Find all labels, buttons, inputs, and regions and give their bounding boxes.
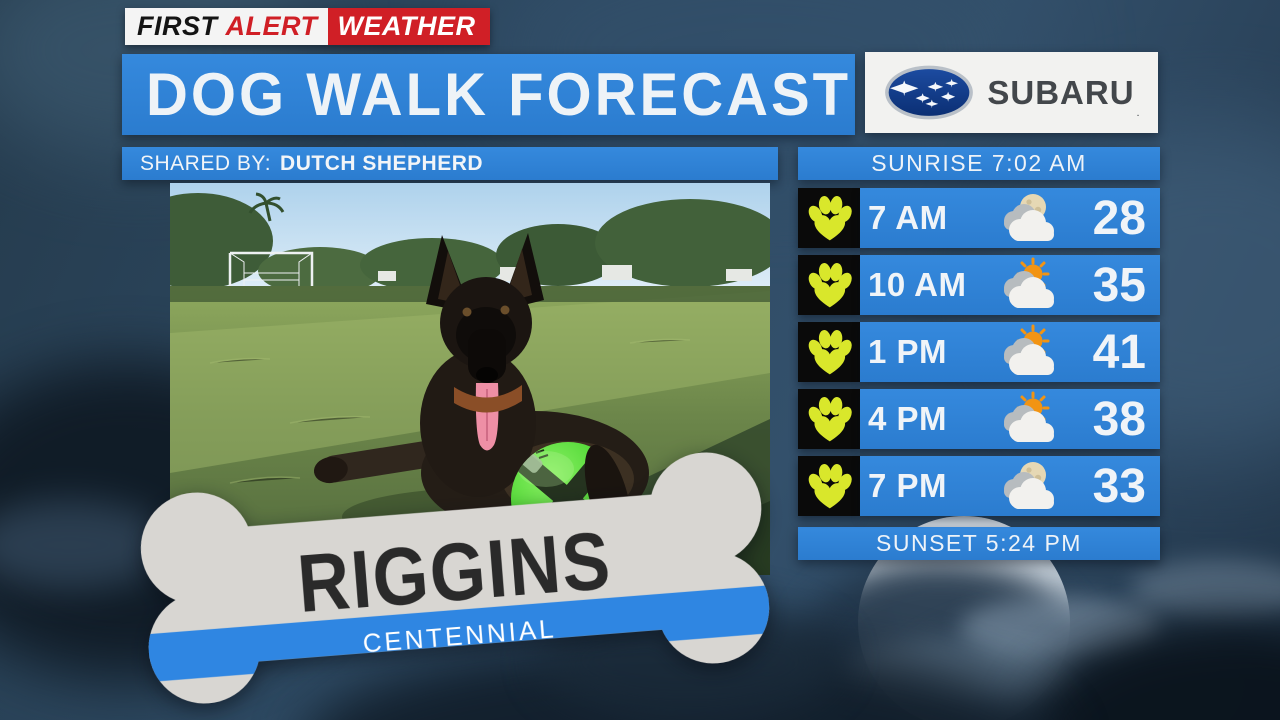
forecast-temp: 35	[1092, 258, 1146, 312]
paw-icon	[798, 255, 860, 315]
forecast-row: 1 PM 41	[798, 322, 1160, 382]
paw-icon	[798, 188, 860, 248]
forecast-time: 1 PM	[868, 333, 948, 370]
sponsor-name: SUBARU	[987, 73, 1135, 111]
first-alert-weather-logo: FIRST ALERT WEATHER	[125, 8, 490, 45]
cloudy-moon-icon	[982, 459, 1066, 513]
page-title: DOG WALK FORECAST	[146, 60, 852, 129]
dog-collar	[454, 385, 522, 413]
forecast-row: 4 PM 38	[798, 389, 1160, 449]
subaru-stars-oval-icon	[885, 65, 974, 120]
forecast-time: 4 PM	[868, 400, 948, 437]
forecast-row-band: 10 AM 35	[860, 255, 1160, 315]
shared-by-label: SHARED BY:	[140, 151, 272, 175]
bone-location-band	[136, 583, 774, 685]
forecast-row-band: 4 PM 38	[860, 389, 1160, 449]
partly-sunny-icon	[982, 324, 1066, 379]
tree-line	[170, 192, 770, 295]
cloudy-moon-icon	[982, 191, 1066, 245]
forecast-row-band: 1 PM 41	[860, 322, 1160, 382]
forecast-row: 10 AM 35	[798, 255, 1160, 315]
partly-sunny-icon	[982, 257, 1066, 312]
sunset-bar: SUNSET 5:24 PM	[798, 527, 1160, 560]
houses	[378, 265, 752, 281]
paw-icon	[798, 322, 860, 382]
logo-left-segment: FIRST ALERT	[125, 8, 328, 45]
sunrise-text: SUNRISE 7:02 AM	[871, 150, 1087, 176]
forecast-list: 7 AM 28 10 AM 35 1 PM 41 4 PM	[798, 188, 1160, 516]
sunrise-bar: SUNRISE 7:02 AM	[798, 147, 1160, 180]
paw-icon	[798, 456, 860, 516]
shared-by-bar: SHARED BY: DUTCH SHEPHERD	[122, 147, 778, 180]
forecast-time: 7 AM	[868, 199, 948, 236]
logo-alert: ALERT	[225, 11, 318, 41]
logo-right-segment: WEATHER	[327, 8, 490, 45]
forecast-temp: 41	[1092, 325, 1146, 379]
forecast-row: 7 AM 28	[798, 188, 1160, 248]
logo-first: FIRST	[137, 11, 218, 41]
forecast-row-band: 7 AM 28	[860, 188, 1160, 248]
paw-icon	[798, 389, 860, 449]
logo-weather: WEATHER	[337, 11, 476, 41]
sponsor-box: SUBARU .	[865, 52, 1158, 133]
forecast-temp: 33	[1092, 459, 1146, 513]
sunset-text: SUNSET 5:24 PM	[876, 530, 1082, 556]
shared-by-value: DUTCH SHEPHERD	[280, 151, 484, 175]
soccer-goal	[228, 251, 314, 287]
forecast-time: 10 AM	[868, 266, 967, 303]
forecast-row-band: 7 PM 33	[860, 456, 1160, 516]
bone-nameplate: RIGGINS CENTENNIAL	[118, 433, 793, 720]
forecast-time: 7 PM	[868, 467, 948, 504]
cloud	[1130, 560, 1280, 620]
forecast-row: 7 PM 33	[798, 456, 1160, 516]
forecast-temp: 28	[1092, 191, 1146, 245]
partly-sunny-icon	[982, 391, 1066, 446]
title-bar: DOG WALK FORECAST	[122, 54, 855, 135]
forecast-temp: 38	[1092, 392, 1146, 446]
registered-mark: .	[1136, 107, 1140, 119]
